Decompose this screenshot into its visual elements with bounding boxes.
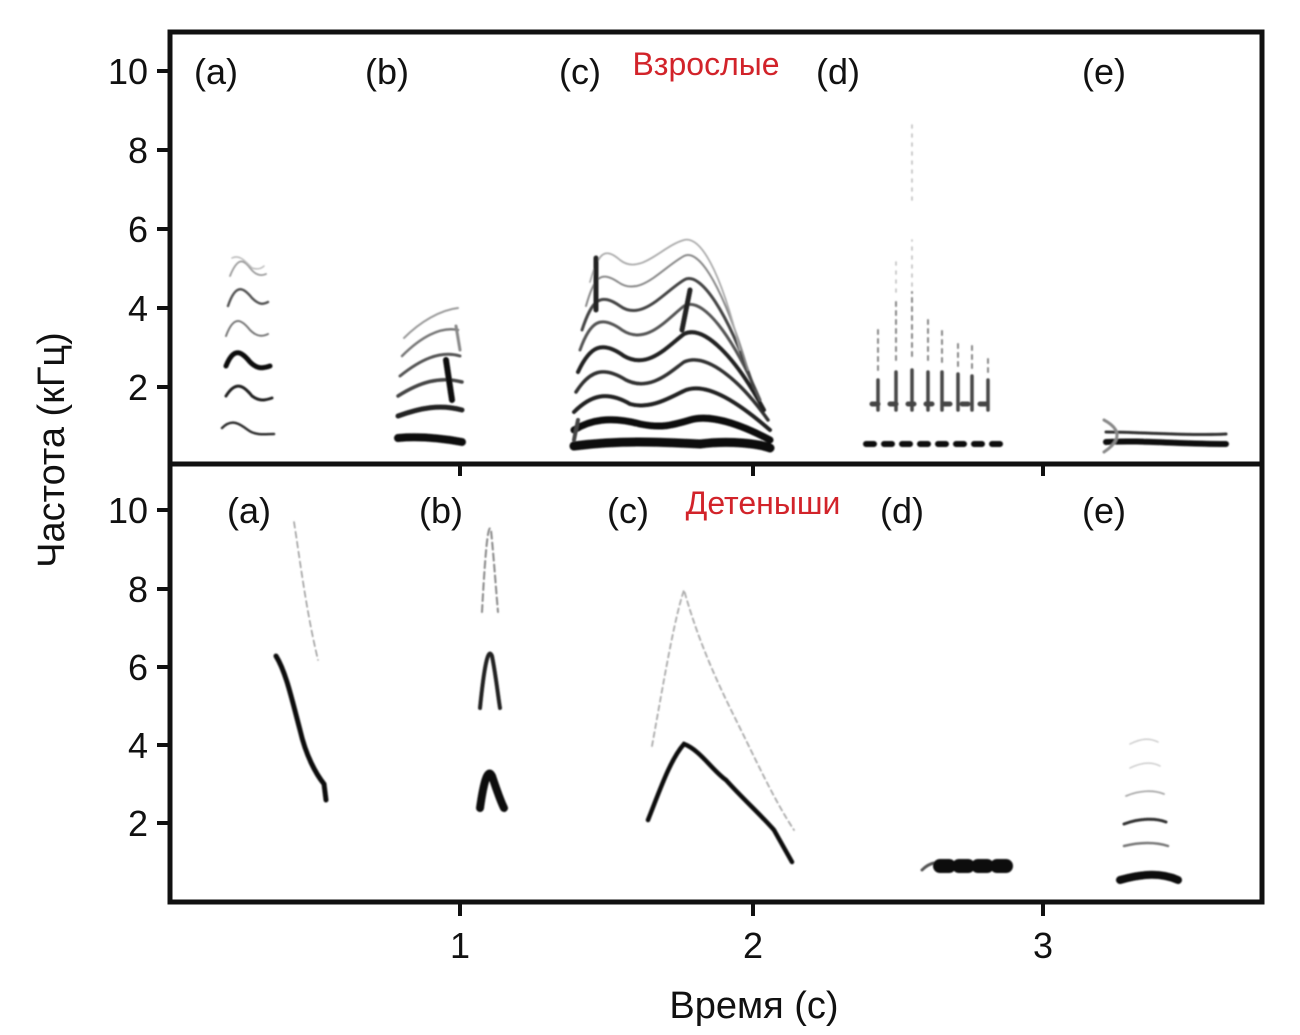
harmonic-contour bbox=[576, 330, 766, 412]
pup-call-label-c: (c) bbox=[607, 490, 649, 531]
harmonic-contour bbox=[1103, 438, 1229, 447]
harmonic-contour bbox=[585, 254, 749, 371]
harmonic-contour bbox=[443, 357, 455, 403]
adult-call-e bbox=[1102, 418, 1229, 454]
y-tick-label-4: 4 bbox=[128, 725, 148, 766]
pup-call-b bbox=[476, 527, 508, 812]
adults-spectrogram-marks bbox=[220, 119, 1229, 454]
adult-call-b bbox=[394, 307, 466, 446]
pups-call-labels: (a) (b) (c) (d) (e) Детеныши bbox=[227, 485, 1126, 531]
harmonic-contour bbox=[1125, 790, 1165, 797]
adult-call-c bbox=[569, 238, 775, 453]
adults-panel-frame bbox=[167, 29, 1265, 467]
harmonic-contour bbox=[570, 414, 774, 444]
harmonic-contour bbox=[1116, 870, 1182, 884]
harmonic-contour bbox=[226, 288, 270, 308]
adult-call-label-c: (c) bbox=[559, 51, 601, 92]
harmonic-contour bbox=[293, 521, 319, 661]
x-tick-label-2: 2 bbox=[743, 925, 763, 966]
y-tick-label-10: 10 bbox=[108, 490, 148, 531]
harmonic-contour bbox=[231, 256, 265, 270]
harmonic-contour bbox=[651, 586, 795, 831]
harmonic-contour bbox=[396, 377, 464, 398]
harmonic-contour bbox=[589, 238, 741, 351]
harmonic-contour bbox=[273, 653, 329, 803]
y-tick-label-6: 6 bbox=[128, 209, 148, 250]
harmonic-contour bbox=[1122, 817, 1168, 826]
harmonic-contour bbox=[580, 277, 756, 390]
adults-call-labels: (a) (b) (c) (d) (e) Взрослые bbox=[194, 46, 1126, 92]
adults-panel-title: Взрослые bbox=[632, 46, 779, 82]
harmonic-contour bbox=[569, 437, 775, 453]
pup-call-label-e: (e) bbox=[1082, 490, 1126, 531]
pups-panel-title: Детеныши bbox=[686, 485, 841, 521]
x-axis-title: Время (с) bbox=[669, 985, 838, 1027]
harmonic-contour bbox=[224, 384, 274, 402]
y-tick-label-4: 4 bbox=[128, 288, 148, 329]
harmonic-contour bbox=[1129, 738, 1159, 745]
adults-y-axis: 10 8 6 4 2 bbox=[108, 51, 170, 408]
pulse-stack bbox=[877, 291, 989, 373]
pup-call-e bbox=[1116, 738, 1182, 884]
harmonic-contour bbox=[398, 352, 462, 378]
pup-call-label-b: (b) bbox=[419, 490, 463, 531]
pulse-stack bbox=[876, 368, 990, 412]
harmonic-contour bbox=[394, 433, 466, 446]
harmonic-contour bbox=[220, 421, 276, 436]
harmonic-contour bbox=[645, 741, 795, 865]
harmonic-contour bbox=[1104, 430, 1228, 437]
harmonic-contour bbox=[572, 418, 580, 442]
harmonic-contour bbox=[403, 307, 459, 339]
x-axis: 1 2 3 bbox=[450, 464, 1053, 966]
harmonic-contour bbox=[454, 324, 462, 352]
harmonic-contour bbox=[574, 358, 770, 422]
y-tick-label-2: 2 bbox=[128, 367, 148, 408]
adult-call-d bbox=[863, 119, 1009, 447]
pups-spectrogram-marks bbox=[273, 521, 1182, 884]
y-tick-label-8: 8 bbox=[128, 569, 148, 610]
harmonic-contour bbox=[572, 386, 772, 432]
adult-call-label-a: (a) bbox=[194, 51, 238, 92]
y-tick-label-2: 2 bbox=[128, 803, 148, 844]
pup-call-label-d: (d) bbox=[880, 490, 924, 531]
pup-call-c bbox=[645, 586, 795, 865]
pulse-stack bbox=[895, 119, 913, 293]
pup-call-d bbox=[920, 859, 1015, 873]
y-tick-label-10: 10 bbox=[108, 51, 148, 92]
harmonic-contour bbox=[223, 350, 273, 371]
y-tick-label-8: 8 bbox=[128, 130, 148, 171]
pup-call-label-a: (a) bbox=[227, 490, 271, 531]
adult-call-label-e: (e) bbox=[1082, 51, 1126, 92]
harmonic-contour bbox=[225, 320, 269, 337]
y-tick-label-6: 6 bbox=[128, 647, 148, 688]
y-axis-title: Частота (кГц) bbox=[31, 332, 73, 568]
harmonic-contour bbox=[395, 404, 465, 419]
harmonic-contour bbox=[229, 260, 267, 277]
harmonic-contour bbox=[1122, 841, 1170, 848]
harmonic-contour bbox=[478, 651, 502, 710]
pups-y-axis: 10 8 6 4 2 bbox=[108, 490, 170, 844]
harmonic-contour bbox=[1129, 762, 1161, 769]
pups-panel-frame bbox=[167, 461, 1265, 905]
harmonic-contour bbox=[481, 527, 499, 613]
harmonic-contour bbox=[476, 769, 508, 812]
x-tick-label-3: 3 bbox=[1033, 925, 1053, 966]
pup-call-a bbox=[273, 521, 329, 803]
harmonic-contour bbox=[1102, 418, 1119, 454]
harmonic-contour bbox=[400, 327, 460, 358]
harmonic-contour bbox=[578, 302, 762, 402]
adult-call-a bbox=[220, 256, 276, 436]
harmonic-contour bbox=[679, 287, 693, 333]
adult-call-label-d: (d) bbox=[816, 51, 860, 92]
adult-call-label-b: (b) bbox=[365, 51, 409, 92]
x-tick-label-1: 1 bbox=[450, 925, 470, 966]
